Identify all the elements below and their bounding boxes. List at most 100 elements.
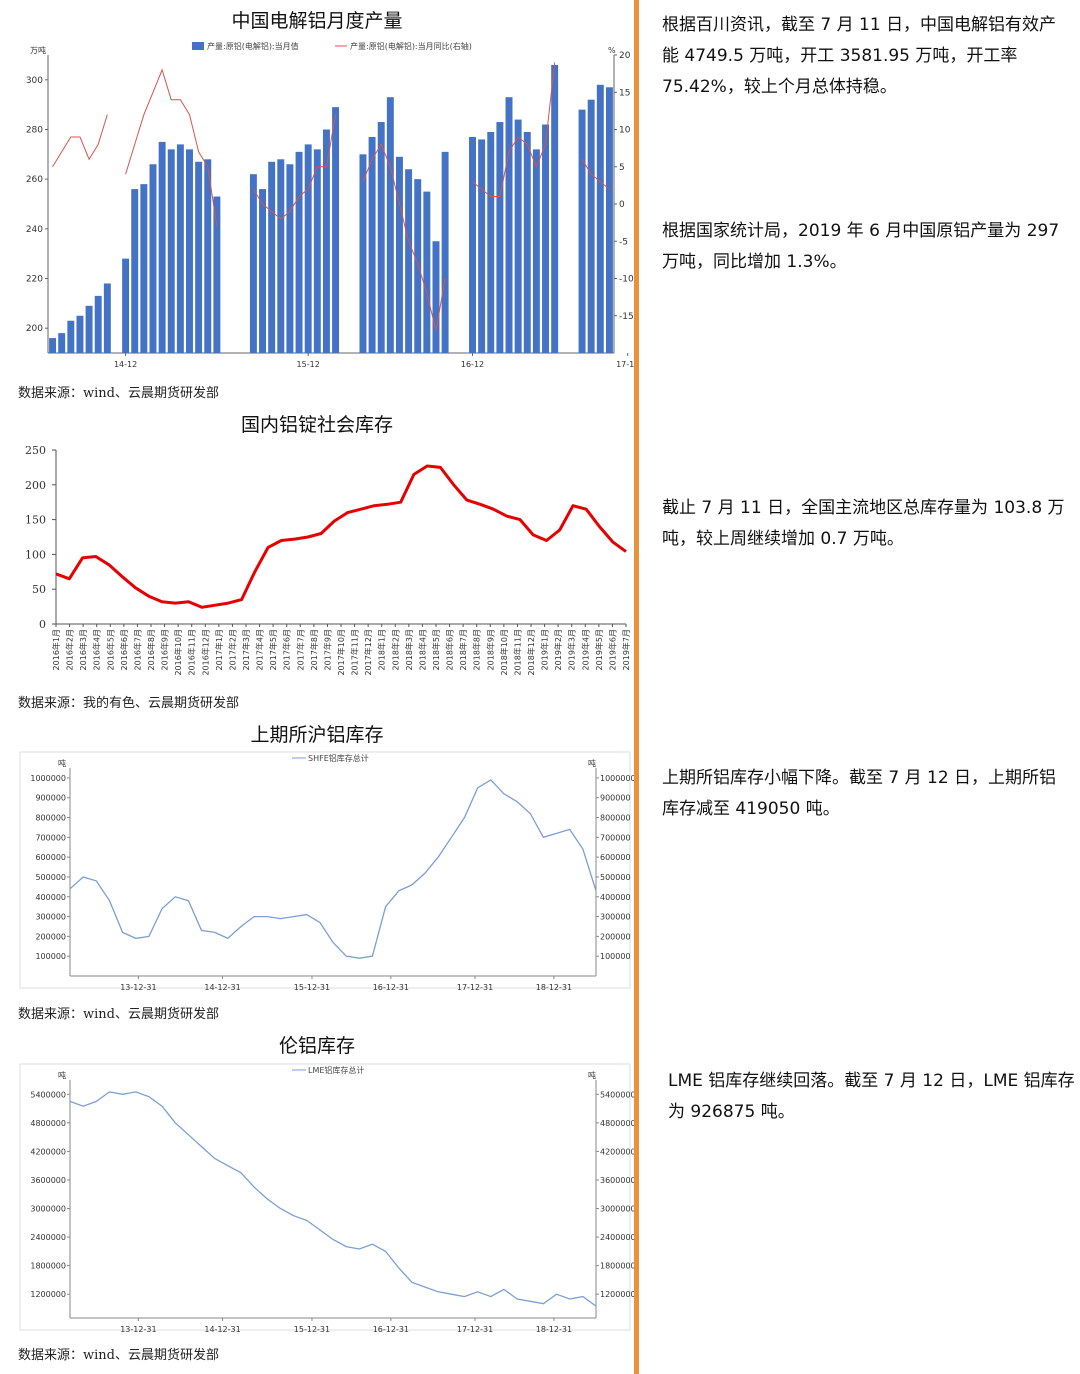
x-tick-label: 2017年9月: [322, 629, 332, 670]
chart3-source: 数据来源：wind、云晨期货研发部: [18, 1007, 219, 1022]
production-bar: [441, 151, 449, 353]
x-tick-label: 2019年6月: [607, 629, 617, 670]
production-bar: [76, 315, 84, 353]
y-tick-label: 4200000: [30, 1147, 66, 1156]
x-tick-label: 2018年12月: [526, 629, 536, 676]
x-tick-label: 2016年2月: [65, 629, 75, 670]
production-bar: [158, 141, 166, 353]
y2-tick-label: 3600000: [600, 1176, 634, 1185]
x-tick-label: 15-12-31: [294, 1325, 330, 1334]
x-tick-label: 2018年4月: [417, 629, 427, 670]
chart4-lme-inventory: 吨 吨 1200000 1200000 1800000 1800000 2400000 240…: [19, 1063, 634, 1334]
x-tick-label: 16-12-31: [373, 983, 409, 992]
y-tick-label: 1800000: [30, 1262, 66, 1271]
x-tick-label: 18-12-31: [536, 1325, 572, 1334]
production-bar: [514, 119, 522, 353]
y-tick-label: 100000: [35, 952, 66, 961]
x-tick-label: 2017年12月: [363, 629, 373, 676]
chart2-source: 数据来源：我的有色、云晨期货研发部: [18, 696, 240, 711]
y-tick-label: 280: [26, 126, 43, 136]
x-tick-label: 2017年3月: [241, 629, 251, 670]
x-tick-label: 2016年12月: [200, 629, 210, 676]
x-tick-label: 2018年10月: [499, 629, 509, 676]
x-tick-label: 2018年9月: [485, 629, 495, 670]
y2-tick-label: 1800000: [600, 1262, 634, 1271]
legend-bar-swatch: [192, 42, 204, 50]
inventory-line: [69, 1091, 597, 1307]
chart1-title: 中国电解铝月度产量: [231, 10, 403, 32]
production-bar: [542, 124, 550, 354]
x-tick-label: 2017年10月: [336, 629, 346, 676]
x-tick-label: 2016年5月: [105, 629, 115, 670]
y-tick-label: 600000: [35, 853, 66, 862]
x-tick-label: 2019年7月: [621, 629, 631, 670]
x-tick-label: 2016年11月: [187, 629, 197, 676]
y2-tick-label: 4800000: [600, 1119, 634, 1128]
production-bar: [103, 283, 111, 353]
production-bar: [478, 139, 486, 353]
production-bar: [249, 174, 257, 353]
y-tick-label: 900000: [35, 794, 66, 803]
chart3-title: 上期所沪铝库存: [250, 724, 384, 746]
production-bar: [167, 149, 175, 353]
y-tick-label: 100: [25, 548, 46, 561]
y2-tick-label: 5400000: [600, 1090, 634, 1099]
y-tick-label: 4800000: [30, 1119, 66, 1128]
x-tick-label: 16-12: [461, 360, 484, 369]
y2-tick-label: -5: [619, 237, 628, 247]
production-bar: [423, 191, 431, 353]
social-inventory-line: [55, 464, 627, 609]
y-unit-label: 万吨: [30, 45, 46, 55]
y-tick-label: 3600000: [30, 1176, 66, 1185]
x-tick-label: 2019年4月: [580, 629, 590, 670]
y2-tick-label: -15: [619, 312, 634, 322]
y-tick-label: 240: [26, 225, 43, 235]
production-bar: [587, 99, 595, 353]
x-tick-label: 2016年6月: [119, 629, 129, 670]
y2-tick-label: 100000: [600, 952, 631, 961]
production-bar: [286, 164, 294, 353]
x-tick-label: 2018年7月: [458, 629, 468, 670]
y2-tick-label: 1200000: [600, 1290, 634, 1299]
production-bar: [67, 320, 75, 353]
y-tick-label: 220: [26, 275, 43, 285]
x-tick-label: 2019年2月: [553, 629, 563, 670]
production-bar: [176, 144, 184, 353]
production-bar: [368, 136, 376, 353]
x-tick-label: 2018年6月: [445, 629, 455, 670]
x-tick-label: 2016年3月: [78, 629, 88, 670]
x-tick-label: 2019年5月: [594, 629, 604, 670]
chart2-title: 国内铝锭社会库存: [240, 414, 393, 436]
note-lme: LME 铝库存继续回落。截至 7 月 12 日，LME 铝库存为 926875 …: [668, 1071, 1075, 1122]
x-tick-label: 2016年10月: [173, 629, 183, 676]
production-bar: [186, 149, 193, 353]
note-capacity: 根据百川资讯，截至 7 月 11 日，中国电解铝有效产能 4749.5 万吨，开…: [662, 15, 1057, 97]
y2-tick-label: 10: [619, 126, 631, 136]
x-tick-label: 17-12: [616, 360, 634, 369]
y2-tick-label: 2400000: [600, 1233, 634, 1242]
y2-tick-label: 5: [619, 163, 625, 173]
y-tick-label: 300000: [35, 913, 66, 922]
y2-tick-label: 500000: [600, 873, 631, 882]
y2-tick-label: 200000: [600, 932, 631, 941]
inventory-line: [69, 779, 597, 959]
y-tick-label: 200: [25, 479, 46, 492]
y-tick-label: 3000000: [30, 1205, 66, 1214]
y2-tick-label: 900000: [600, 794, 631, 803]
x-tick-label: 15-12: [297, 360, 320, 369]
chart4-source: 数据来源：wind、云晨期货研发部: [18, 1348, 219, 1363]
production-bar: [386, 97, 394, 353]
y2-tick-label: -10: [619, 275, 634, 285]
production-bar: [85, 305, 93, 353]
orange-divider: [634, 0, 639, 1374]
x-tick-label: 18-12-31: [536, 983, 572, 992]
y-tick-label: 1200000: [30, 1290, 66, 1299]
note-social-inventory: 截止 7 月 11 日，全国主流地区总库存量为 103.8 万吨，较上周继续增加…: [662, 498, 1065, 549]
y2-tick-label: 15: [619, 88, 630, 98]
x-tick-label: 14-12-31: [204, 1325, 240, 1334]
production-bar: [277, 159, 285, 353]
y-unit-label: 吨: [58, 1070, 66, 1080]
legend-bar-label: 产量:原铝(电解铝):当月值: [207, 41, 299, 51]
production-bar: [505, 97, 513, 353]
x-tick-label: 2018年11月: [512, 629, 522, 676]
